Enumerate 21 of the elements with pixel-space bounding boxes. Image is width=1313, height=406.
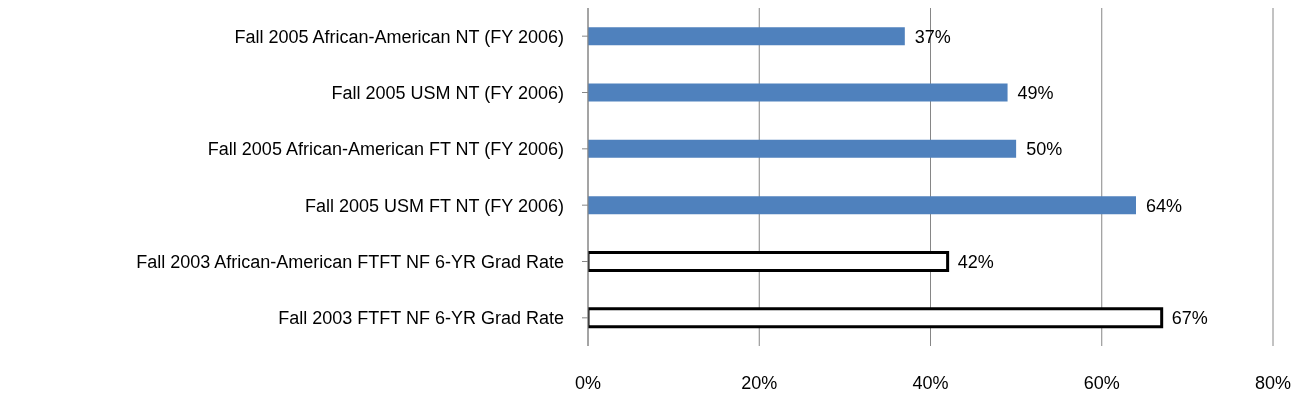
data-label: 67% xyxy=(1171,308,1208,329)
data-label: 37% xyxy=(914,26,951,47)
y-tick-label: Fall 2005 African-American FT NT (FY 2006) xyxy=(207,139,564,160)
data-label: 49% xyxy=(1017,82,1054,103)
y-tick-label: Fall 2005 USM FT NT (FY 2006) xyxy=(304,195,564,216)
data-label: 64% xyxy=(1146,195,1183,216)
y-tick-label: Fall 2005 USM NT (FY 2006) xyxy=(331,82,564,103)
x-tick-label: 80% xyxy=(1254,372,1292,393)
x-tick-label: 60% xyxy=(1083,372,1120,393)
bar xyxy=(588,83,1008,102)
bar xyxy=(588,139,1017,158)
y-tick-label: Fall 2003 FTFT NF 6-YR Grad Rate xyxy=(278,308,564,329)
y-tick-label: Fall 2003 African-American FTFT NF 6-YR Grad Rate xyxy=(136,251,564,272)
x-tick-label: 20% xyxy=(741,372,778,393)
x-tick-label: 0% xyxy=(574,372,602,393)
bar xyxy=(588,27,905,46)
data-label: 50% xyxy=(1026,139,1063,160)
y-tick-label: Fall 2005 African-American NT (FY 2006) xyxy=(234,26,564,47)
x-tick-label: 40% xyxy=(912,372,949,393)
bar xyxy=(588,196,1136,215)
data-label: 42% xyxy=(957,251,994,272)
